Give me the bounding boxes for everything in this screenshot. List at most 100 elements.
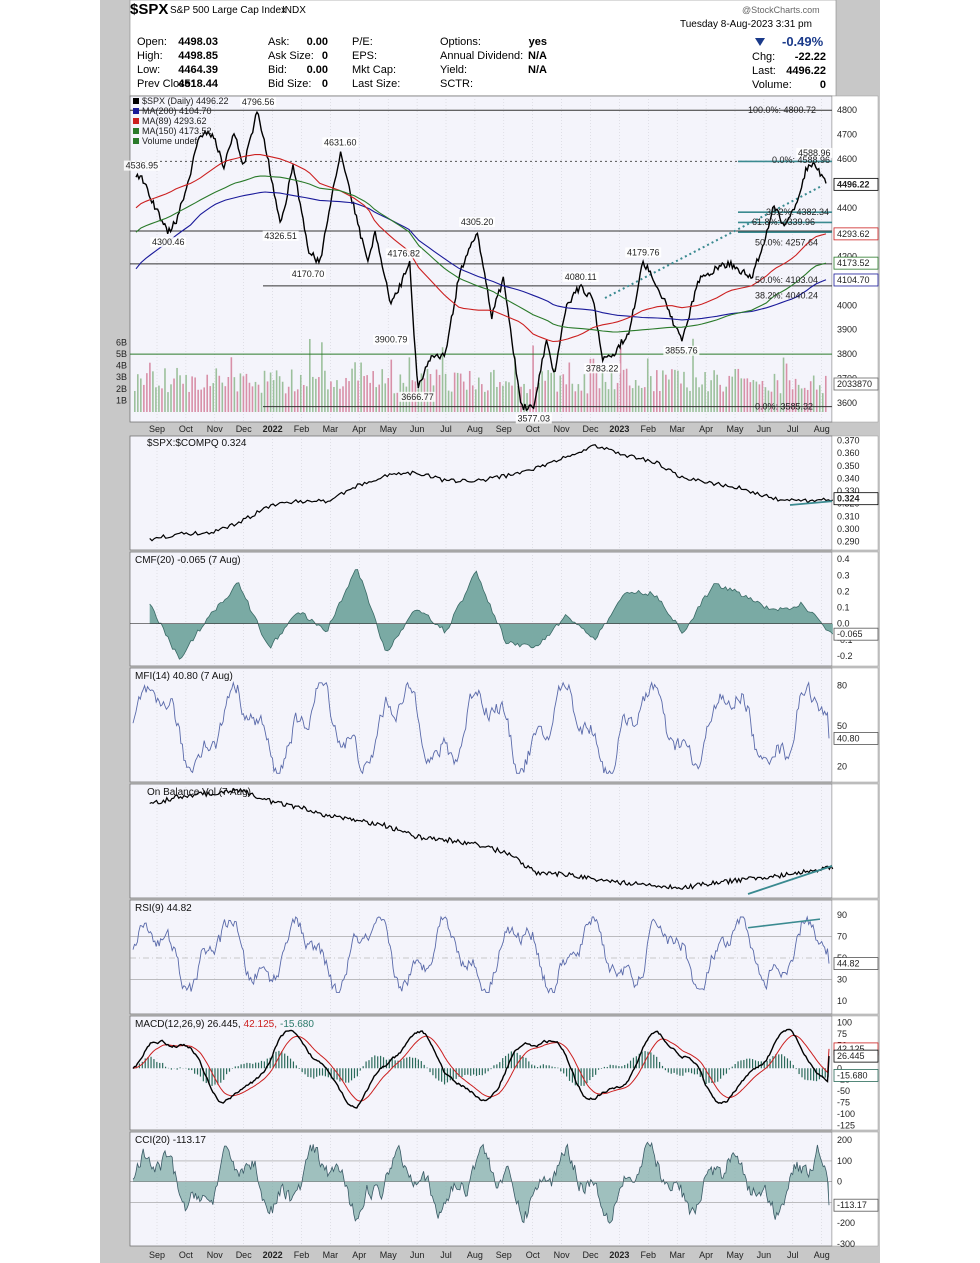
annotation-bg — [796, 147, 833, 158]
macd-histogram-bar — [539, 1065, 542, 1069]
volume-bar — [656, 370, 658, 412]
macd-histogram-bar — [635, 1056, 637, 1069]
volume-bar — [496, 386, 498, 412]
volume-bar — [465, 389, 468, 412]
annotation-bg — [584, 363, 621, 374]
macd-histogram-bar — [461, 1068, 463, 1077]
volume-bar — [806, 389, 809, 412]
volume-bar — [782, 357, 785, 412]
macd-histogram-bar — [365, 1061, 367, 1069]
volume-bar — [797, 384, 800, 412]
macd-histogram-bar — [159, 1062, 161, 1069]
macd-histogram-bar — [751, 1059, 754, 1069]
ratio-y-tick: 0.360 — [837, 448, 860, 458]
volume-bar — [146, 373, 148, 412]
volume-bar — [459, 373, 462, 412]
macd-histogram-bar — [141, 1061, 143, 1069]
x-tick-label: Aug — [814, 424, 830, 434]
volume-bar — [179, 375, 181, 412]
volume-bar — [740, 378, 743, 412]
macd-histogram-bar — [374, 1055, 376, 1069]
macd-histogram-bar — [353, 1068, 356, 1079]
macd-histogram-bar — [377, 1056, 379, 1069]
x-tick-label: Jun — [410, 1250, 425, 1260]
cmf-y-tick: 0.3 — [837, 570, 850, 580]
rsi-y-tick: 30 — [837, 975, 847, 985]
volume-bar — [345, 377, 347, 412]
volume-bar — [686, 387, 688, 412]
x-tick-label: Feb — [294, 1250, 310, 1260]
x-tick-label: Jul — [787, 424, 799, 434]
obv-label: On Balance Vol (7 Aug) — [147, 787, 251, 798]
quote-label: Ask: — [268, 36, 289, 48]
x-tick-label: Sep — [496, 424, 512, 434]
macd-histogram-bar — [592, 1068, 594, 1077]
macd-tag-box — [833, 1049, 879, 1063]
watermark: @StockCharts.com — [742, 5, 820, 15]
ratio-tag: 0.324 — [837, 494, 860, 504]
volume-bar — [426, 368, 429, 412]
volume-bar — [257, 384, 260, 412]
volume-bar — [535, 386, 537, 412]
trend-line — [604, 184, 823, 299]
macd-y-tick: -125 — [837, 1121, 855, 1131]
macd-histogram-bar — [385, 1059, 388, 1069]
quote-value: 0 — [322, 50, 328, 62]
macd-histogram-bar — [743, 1059, 745, 1069]
mfi-tag-box — [833, 732, 879, 745]
annotation-label: 4588.96 — [798, 148, 831, 158]
volume-bar — [571, 383, 574, 412]
volume-bar — [649, 376, 652, 412]
x-tick-label: Jul — [440, 424, 452, 434]
volume-bar — [477, 377, 480, 412]
volume-bar — [293, 391, 296, 412]
volume-bar — [182, 383, 184, 412]
macd-histogram-bar — [394, 1060, 396, 1069]
legend-swatch — [133, 138, 139, 144]
macd-label-hist: -15.680 — [280, 1019, 314, 1030]
annotation-bg — [562, 271, 599, 282]
rsi-label: RSI(9) 44.82 — [135, 903, 192, 914]
volume-bar — [556, 391, 559, 412]
quote-value: 4498.03 — [178, 36, 218, 48]
macd-histogram-bar — [690, 1068, 693, 1074]
macd-histogram-bar — [304, 1068, 306, 1075]
volume-bar — [242, 376, 245, 412]
cci-y-tick: 100 — [837, 1156, 852, 1166]
macd-histogram-bar — [722, 1068, 725, 1076]
macd-histogram-bar — [478, 1068, 481, 1075]
volume-bar — [809, 381, 812, 412]
annotation-label: 4179.76 — [627, 247, 660, 257]
annotation-bg — [240, 97, 277, 108]
macd-histogram-bar — [705, 1068, 707, 1085]
price-tag: 4104.70 — [837, 275, 870, 285]
x-tick-label: Jun — [757, 424, 772, 434]
fib-label: 100.0%: 4800.72 — [748, 105, 816, 115]
quote-label: Annual Dividend: — [440, 50, 523, 62]
volume-bar — [683, 371, 685, 412]
volume-bar — [484, 391, 486, 412]
macd-histogram-bar — [627, 1063, 629, 1069]
macd-y-tick: -50 — [837, 1086, 850, 1096]
volume-bar — [668, 379, 670, 412]
price-tag-box — [833, 227, 879, 241]
macd-histogram-bar — [641, 1051, 643, 1069]
rsi-trend-line — [747, 918, 821, 929]
x-tick-label: Jun — [757, 1250, 772, 1260]
quote-label: Bid Size: — [268, 78, 311, 90]
volume-bar — [610, 369, 613, 412]
volume-bar — [212, 383, 215, 412]
x-tick-label: Dec — [582, 424, 599, 434]
macd-histogram-bar — [513, 1050, 515, 1069]
cci-area — [133, 1142, 829, 1224]
macd-histogram-bar — [696, 1068, 698, 1075]
obv-axis-bg — [831, 783, 879, 899]
x-tick-label: May — [726, 1250, 744, 1260]
macd-tag: 42.125 — [837, 1044, 865, 1054]
volume-bar — [689, 390, 691, 412]
macd-histogram-bar — [196, 1068, 199, 1075]
quote-label: High: — [137, 50, 163, 62]
annotation-label: 4300.46 — [152, 237, 185, 247]
macd-histogram-bar — [661, 1065, 664, 1069]
volume-bar — [155, 387, 157, 412]
